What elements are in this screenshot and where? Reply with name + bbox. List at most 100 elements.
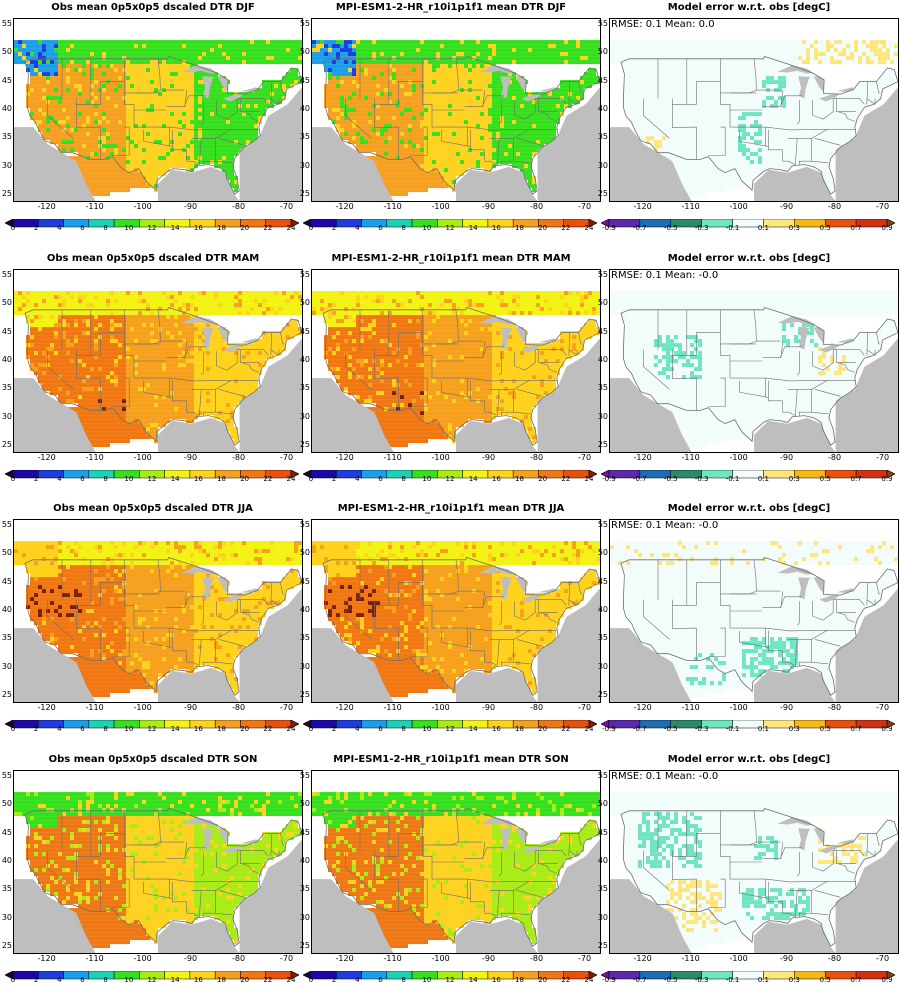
- colorbar-tick-label: 6: [371, 976, 391, 984]
- colorbar-tick-label: 0.7: [846, 224, 866, 232]
- colorbar-tick-label: 8: [394, 224, 414, 232]
- colorbar-tick-label: 20: [533, 475, 553, 483]
- lat-tick-label: 55: [296, 771, 310, 780]
- lat-tick-label: 50: [296, 298, 310, 307]
- colorbar-tick-label: 20: [235, 976, 255, 984]
- panel-title: MPI-ESM1-2-HR_r10i1p1f1 mean DTR SON: [303, 754, 599, 765]
- colorbar-tick-label: 2: [26, 976, 46, 984]
- colorbar-tick-label: 0.7: [846, 475, 866, 483]
- lon-tick-label: -110: [80, 202, 110, 211]
- colorbar-tick-label: 16: [188, 976, 208, 984]
- map-field: [610, 19, 898, 201]
- lat-tick-label: 30: [296, 161, 310, 170]
- lat-tick-label: 25: [0, 690, 12, 699]
- colorbar-tick-label: -0.7: [630, 475, 650, 483]
- colorbar-tick-label: 20: [235, 224, 255, 232]
- lat-tick-label: 30: [594, 913, 608, 922]
- lon-tick-label: -120: [32, 202, 62, 211]
- lat-tick-label: 25: [594, 941, 608, 950]
- colorbar-tick-label: 14: [463, 224, 483, 232]
- colorbar-tick-label: 8: [394, 725, 414, 733]
- colorbar-tick-label: 22: [556, 725, 576, 733]
- colorbar-tick-label: 2: [324, 725, 344, 733]
- lon-tick-label: -100: [128, 453, 158, 462]
- colorbar-tick-label: 0: [301, 224, 321, 232]
- lat-tick-label: 30: [0, 161, 12, 170]
- colorbar-tick-label: 6: [371, 725, 391, 733]
- colorbar-tick-label: 20: [533, 725, 553, 733]
- colorbar-tick-label: -0.1: [723, 725, 743, 733]
- lon-tick-label: -70: [272, 954, 302, 963]
- panel-title: Model error w.r.t. obs [degC]: [601, 754, 897, 765]
- lon-tick-label: -90: [474, 954, 504, 963]
- lat-tick-label: 35: [0, 383, 12, 392]
- colorbar-tick-label: 22: [556, 475, 576, 483]
- colorbar-tick-label: 0.5: [815, 976, 835, 984]
- lon-tick-label: -100: [724, 202, 754, 211]
- colorbar-tick-label: 16: [486, 725, 506, 733]
- lat-tick-label: 40: [296, 856, 310, 865]
- colorbar-tick-label: 2: [26, 725, 46, 733]
- dtr-colorbar: 0 2 4 6 8 10 12 14 16 18 20 22 24: [4, 215, 301, 235]
- error-stats: RMSE: 0.1 Mean: 0.0: [611, 19, 715, 30]
- lon-tick-label: -90: [474, 703, 504, 712]
- colorbar-tick-label: 6: [73, 224, 93, 232]
- colorbar-tick-label: -0.7: [630, 725, 650, 733]
- lat-tick-label: 40: [0, 856, 12, 865]
- colorbar-tick-label: 18: [212, 976, 232, 984]
- colorbar-tick-label: 0.5: [815, 224, 835, 232]
- lon-tick-label: -110: [378, 202, 408, 211]
- map-frame: [311, 269, 601, 453]
- lon-tick-label: -120: [628, 202, 658, 211]
- colorbar-tick-label: 14: [463, 976, 483, 984]
- lat-tick-label: 55: [594, 19, 608, 28]
- map-panel-model-djf: MPI-ESM1-2-HR_r10i1p1f1 mean DTR DJF 25 30…: [300, 2, 603, 252]
- map-panel-model-mam: MPI-ESM1-2-HR_r10i1p1f1 mean DTR MAM 25 30…: [300, 253, 603, 503]
- lat-tick-label: 55: [0, 19, 12, 28]
- lon-tick-label: -80: [522, 202, 552, 211]
- colorbar-tick-label: 6: [73, 976, 93, 984]
- colorbar-tick-label: 14: [165, 725, 185, 733]
- error-stats: RMSE: 0.1 Mean: -0.0: [611, 270, 718, 281]
- lon-tick-label: -70: [272, 453, 302, 462]
- lon-tick-label: -120: [32, 453, 62, 462]
- lat-tick-label: 50: [594, 298, 608, 307]
- lat-tick-label: 50: [0, 799, 12, 808]
- lat-tick-label: 45: [594, 76, 608, 85]
- lon-tick-label: -100: [426, 703, 456, 712]
- lat-tick-label: 55: [0, 771, 12, 780]
- map-frame: RMSE: 0.1 Mean: -0.0: [609, 770, 899, 954]
- map-field: [610, 520, 898, 702]
- colorbar-tick-label: 14: [165, 475, 185, 483]
- lon-tick-label: -90: [772, 202, 802, 211]
- lat-tick-label: 25: [594, 189, 608, 198]
- colorbar-tick-label: 0: [3, 725, 23, 733]
- lat-tick-label: 25: [0, 440, 12, 449]
- map-panel-error-mam: Model error w.r.t. obs [degC] RMSE: 0.1 M…: [598, 253, 900, 503]
- colorbar-tick-label: -0.3: [692, 475, 712, 483]
- lat-tick-label: 45: [0, 76, 12, 85]
- lat-tick-label: 45: [0, 327, 12, 336]
- lat-tick-label: 55: [594, 520, 608, 529]
- map-frame: [311, 18, 601, 202]
- lon-tick-label: -80: [224, 954, 254, 963]
- panel-title: Obs mean 0p5x0p5 dscaled DTR JJA: [5, 503, 301, 514]
- colorbar-tick-label: 18: [212, 224, 232, 232]
- lon-tick-label: -110: [378, 954, 408, 963]
- map-frame: [311, 519, 601, 703]
- colorbar-tick-label: -0.7: [630, 976, 650, 984]
- colorbar-tick-label: 0.3: [784, 725, 804, 733]
- lon-tick-label: -90: [176, 703, 206, 712]
- panel-title: MPI-ESM1-2-HR_r10i1p1f1 mean DTR JJA: [303, 503, 599, 514]
- colorbar-tick-label: 12: [142, 976, 162, 984]
- colorbar-tick-label: 0.3: [784, 475, 804, 483]
- lat-tick-label: 35: [594, 884, 608, 893]
- colorbar-tick-label: 24: [281, 976, 301, 984]
- panel-title: Obs mean 0p5x0p5 dscaled DTR SON: [5, 754, 301, 765]
- lat-tick-label: 25: [296, 189, 310, 198]
- panel-title: Model error w.r.t. obs [degC]: [601, 503, 897, 514]
- colorbar-tick-label: 10: [417, 224, 437, 232]
- colorbar-tick-label: -0.9: [599, 976, 619, 984]
- lon-tick-label: -100: [128, 954, 158, 963]
- lat-tick-label: 40: [594, 104, 608, 113]
